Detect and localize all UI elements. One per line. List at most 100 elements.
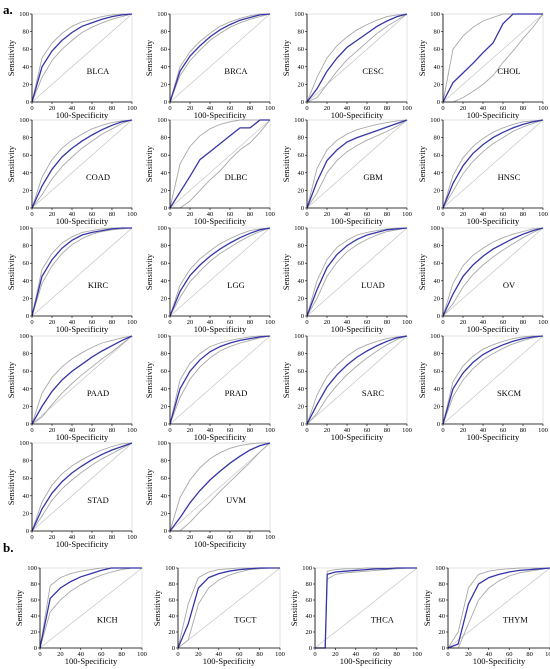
x-tick-label: 80 (384, 427, 391, 434)
y-tick-label: 100 (157, 440, 167, 447)
roc-panel-coad: 00 20 20 40 40 60 60 80 80 100 100 100-Specificity S… (6, 117, 137, 226)
x-tick-label: 0 (30, 427, 33, 434)
y-tick-label: 20 (23, 403, 30, 410)
x-tick-label: 20 (465, 651, 472, 658)
x-tick-label: 100 (545, 651, 550, 658)
reference-diagonal (31, 119, 133, 209)
roc-curve (169, 227, 271, 317)
y-tick-label: 80 (434, 243, 441, 250)
x-tick-label: 40 (480, 211, 487, 218)
y-tick-label: 60 (161, 152, 168, 159)
ci-upper-line (169, 227, 271, 317)
y-tick-label: 80 (434, 29, 441, 36)
y-tick-label: 60 (298, 260, 305, 267)
y-tick-label: 20 (23, 81, 30, 88)
x-axis-label: 100-Specificity (340, 656, 393, 666)
y-tick-label: 80 (434, 135, 441, 142)
ci-upper-line (31, 442, 133, 532)
y-tick-label: 80 (298, 29, 305, 36)
section-a-label: a. (3, 2, 13, 17)
ci-upper-line (306, 13, 408, 103)
x-tick-label: 100 (127, 534, 137, 541)
ci-upper-line (306, 227, 407, 317)
x-tick-label: 80 (520, 211, 527, 218)
x-tick-label: 40 (480, 427, 487, 434)
x-tick-label: 100 (265, 211, 275, 218)
x-tick-label: 60 (500, 105, 507, 112)
x-tick-label: 60 (500, 211, 507, 218)
x-tick-label: 100 (265, 319, 275, 326)
x-axis-label: 100-Specificity (467, 432, 520, 442)
panel-title: LUAD (361, 280, 385, 290)
y-tick-label: 80 (23, 29, 30, 36)
y-tick-label: 80 (161, 135, 168, 142)
panel-title: LGG (227, 280, 244, 290)
x-tick-label: 0 (441, 319, 444, 326)
x-tick-label: 80 (384, 211, 391, 218)
roc-panel-cesc: 00 20 20 40 40 60 60 80 80 100 100 100-Specificity S… (281, 11, 412, 120)
roc-curve (306, 119, 408, 209)
x-tick-label: 60 (500, 319, 507, 326)
x-tick-label: 100 (538, 105, 548, 112)
roc-panel-thym: 00 20 20 40 40 60 60 80 80 100 100 100-Specificity S… (422, 565, 550, 666)
y-axis-label: Sensitivity (144, 39, 154, 76)
ci-upper-line (31, 335, 133, 425)
x-axis-label: 100-Specificity (331, 110, 384, 120)
y-tick-label: 80 (169, 581, 176, 588)
y-tick-label: 0 (26, 528, 29, 535)
y-tick-label: 80 (439, 581, 446, 588)
x-tick-label: 40 (344, 105, 351, 112)
y-tick-label: 20 (161, 295, 168, 302)
roc-curve (315, 567, 417, 649)
panel-title: THCA (371, 614, 395, 624)
roc-panel-luad: 00 20 20 40 40 60 60 80 80 100 100 100-Specificity S… (281, 225, 412, 334)
x-tick-label: 100 (127, 211, 137, 218)
y-tick-label: 60 (169, 597, 176, 604)
panel-title: CESC (362, 66, 384, 76)
panel-title: GBM (363, 172, 383, 182)
x-tick-label: 0 (30, 211, 33, 218)
x-tick-label: 100 (402, 211, 412, 218)
roc-panel-ov: 00 20 20 40 40 60 60 80 80 100 100 100-Specificity S… (417, 225, 548, 334)
y-tick-label: 0 (172, 645, 175, 652)
y-tick-label: 0 (164, 99, 167, 106)
y-tick-label: 100 (435, 565, 445, 572)
x-tick-label: 0 (38, 651, 41, 658)
x-tick-label: 100 (538, 319, 548, 326)
x-tick-label: 100 (137, 651, 147, 658)
ci-lower-line (169, 227, 271, 317)
x-tick-label: 80 (247, 319, 254, 326)
x-tick-label: 100 (265, 427, 275, 434)
y-tick-label: 100 (294, 333, 304, 340)
reference-diagonal (306, 227, 408, 317)
panel-title: BLCA (87, 66, 111, 76)
ci-upper-line (169, 442, 270, 532)
y-tick-label: 60 (161, 46, 168, 53)
reference-diagonal (314, 567, 418, 649)
x-tick-label: 40 (344, 427, 351, 434)
y-tick-label: 20 (434, 295, 441, 302)
x-tick-label: 60 (89, 427, 96, 434)
roc-curve (442, 227, 544, 317)
x-axis-label: 100-Specificity (56, 539, 109, 549)
x-tick-label: 20 (324, 211, 331, 218)
roc-panel-blca: 00 20 20 40 40 60 60 80 80 100 100 100-Specificity S… (6, 11, 137, 120)
reference-diagonal (442, 13, 544, 103)
x-tick-label: 80 (384, 319, 391, 326)
roc-curve (177, 567, 280, 649)
ci-lower-line (31, 227, 133, 317)
roc-panel-hnsc: 00 20 20 40 40 60 60 80 80 100 100 100-Specificity S… (417, 117, 548, 226)
y-axis-label: Sensitivity (144, 253, 154, 290)
y-tick-label: 60 (23, 46, 30, 53)
roc-panel-stad: 00 20 20 40 40 60 60 80 80 100 100 100-Specificity S… (6, 440, 137, 549)
ci-upper-line (442, 119, 544, 209)
reference-diagonal (39, 567, 143, 649)
x-tick-label: 80 (109, 319, 116, 326)
x-tick-label: 60 (500, 427, 507, 434)
x-tick-label: 100 (538, 427, 548, 434)
ci-lower-line (306, 13, 408, 103)
x-tick-label: 80 (393, 651, 400, 658)
roc-curve (39, 567, 142, 649)
y-tick-label: 100 (19, 333, 29, 340)
ci-lower-line (306, 335, 408, 425)
